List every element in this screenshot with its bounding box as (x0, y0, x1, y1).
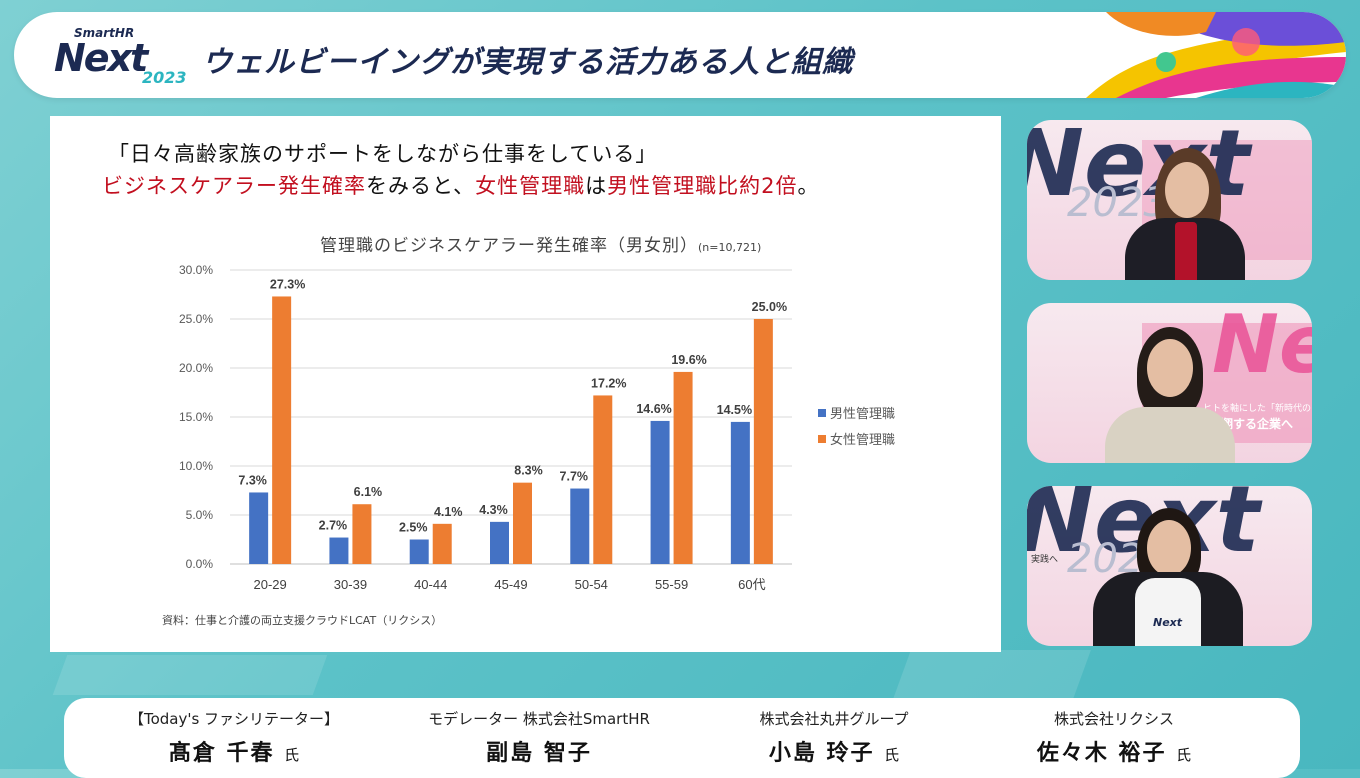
logo-big-text: Next (54, 36, 148, 80)
data-label: 8.3% (514, 464, 543, 478)
speaker-video-3: Next (1093, 506, 1243, 646)
data-label: 2.7% (319, 519, 348, 533)
bar-female (753, 319, 773, 564)
data-label: 25.0% (752, 300, 787, 314)
data-label: 27.3% (270, 277, 305, 291)
headline-red-3: 女性管理職 (475, 174, 586, 198)
bar-male (249, 492, 269, 564)
headline-text-2: をみると、 (366, 174, 476, 198)
speaker-card-4: 株式会社リクシス 佐々木 裕子 氏 (984, 708, 1244, 767)
y-tick-label: 0.0% (186, 557, 214, 571)
data-label: 7.3% (238, 473, 267, 487)
bar-female (673, 371, 693, 564)
bar-male (650, 420, 670, 564)
speaker-name-text: 佐々木 裕子 (1036, 741, 1167, 766)
chart-subtitle: (n=10,721) (698, 241, 762, 254)
x-tick-label: 55-59 (655, 577, 688, 592)
x-tick-label: 60代 (738, 577, 765, 592)
speaker-honorific: 氏 (1176, 746, 1192, 764)
chart-source: 資料：仕事と介護の両立支援クラウドLCAT（リクシス） (162, 614, 443, 627)
x-tick-label: 30-39 (334, 577, 367, 592)
bar-female (513, 482, 532, 564)
speaker-name: 小島 玲子 氏 (704, 735, 964, 767)
bar-male (329, 537, 349, 564)
bar-male (730, 421, 750, 564)
legend-label: 男性管理職 (830, 407, 895, 422)
headline-text-6: 。 (797, 174, 820, 198)
chart-title-text: 管理職のビジネスケアラー発生確率（男女別） (320, 236, 698, 256)
speaker-honorific: 氏 (284, 746, 300, 764)
speaker-name-bar: 【Today's ファシリテーター】 髙倉 千春 氏 モデレーター 株式会社Sm… (64, 698, 1300, 778)
y-tick-label: 20.0% (179, 361, 213, 375)
data-label: 7.7% (560, 470, 589, 484)
bar-chart: 0.0% 5.0% 10.0% 15.0% 20.0% 25.0% 30.0% 7.3% 27.… (179, 263, 895, 592)
chart-title: 管理職のビジネスケアラー発生確率（男女別）(n=10,721) (320, 231, 761, 256)
speaker-name: 佐々木 裕子 氏 (984, 735, 1244, 767)
y-tick-label: 15.0% (179, 410, 213, 424)
tile-bg-logo: Ne (1212, 303, 1312, 391)
logo-small-text: SmartHR (74, 26, 135, 40)
bar-male (409, 539, 429, 564)
headline-red-5: 男性管理職比約2倍 (607, 174, 798, 198)
speaker-name-text: 小島 玲子 (768, 741, 875, 766)
data-label: 17.2% (591, 376, 626, 390)
data-label: 4.3% (479, 503, 508, 517)
x-tick-label: 45-49 (494, 577, 527, 592)
y-tick-label: 30.0% (179, 263, 213, 277)
legend-swatch (818, 409, 826, 417)
tile-caption-1: ヒトを軸にした「新時代の (1203, 404, 1312, 414)
bar-male (490, 521, 509, 564)
bar-female (352, 504, 372, 564)
bar-female (432, 523, 452, 564)
background-shard (52, 655, 328, 695)
smarthr-next-logo: SmartHR Next 2023 (54, 26, 194, 90)
speaker-role: モデレーター 株式会社SmartHR (428, 710, 650, 728)
speaker-card-1: 【Today's ファシリテーター】 髙倉 千春 氏 (104, 708, 364, 767)
slide-headline-line1: 「日々高齢家族のサポートをしながら仕事をしている」 (108, 142, 658, 166)
tile-bg-year: 2023 (1067, 180, 1169, 226)
headline-text-4: は (585, 174, 608, 198)
speaker-role: 株式会社丸井グループ (759, 710, 909, 728)
data-label: 14.6% (636, 402, 671, 416)
page-title: ウェルビーイングが実現する活力ある人と組織 (202, 45, 853, 80)
speaker-role: 株式会社リクシス (1053, 710, 1174, 728)
data-label: 2.5% (399, 521, 428, 535)
data-label: 6.1% (354, 485, 383, 499)
speaker-card-3: 株式会社丸井グループ 小島 玲子 氏 (704, 708, 964, 767)
y-tick-label: 10.0% (179, 459, 213, 473)
legend-swatch (818, 435, 826, 443)
speaker-name-text: 髙倉 千春 (168, 741, 275, 766)
headline-red-1: ビジネスケアラー発生確率 (102, 174, 366, 198)
data-label: 14.5% (717, 403, 752, 417)
bar-male (570, 488, 590, 564)
speaker-card-2: モデレーター 株式会社SmartHR 副島 智子 (394, 708, 684, 767)
video-tile-3: Next 2023 実践へ Next (1027, 486, 1312, 646)
header-bar: SmartHR Next 2023 ウェルビーイングが実現する活力ある人と組織 (14, 12, 1346, 98)
speaker-name: 副島 智子 (394, 735, 684, 767)
legend-label: 女性管理職 (830, 432, 895, 448)
bar-female (593, 395, 613, 564)
video-tile-1: Next 2023 (1027, 120, 1312, 280)
data-label: 4.1% (434, 505, 463, 519)
slide-headline-line2: ビジネスケアラー発生確率をみると、女性管理職は男性管理職比約2倍。 (102, 170, 820, 200)
data-label: 19.6% (671, 353, 706, 367)
logo-year-text: 2023 (142, 68, 187, 87)
tile-caption-1: 実践へ (1031, 555, 1059, 565)
y-tick-label: 5.0% (186, 508, 214, 522)
speaker-video-1 (1117, 140, 1257, 280)
x-tick-label: 20-29 (254, 577, 287, 592)
presentation-slide: 「日々高齢家族のサポートをしながら仕事をしている」 ビジネスケアラー発生確率をみ… (50, 116, 1001, 652)
bar-female (272, 296, 292, 564)
speaker-video-2 (1097, 325, 1247, 463)
colorful-decoration (1086, 12, 1346, 98)
speaker-honorific: 氏 (884, 746, 900, 764)
speaker-name-text: 副島 智子 (486, 741, 592, 766)
speaker-name: 髙倉 千春 氏 (104, 735, 364, 767)
y-tick-label: 25.0% (179, 312, 213, 326)
shirt-logo: Next (1153, 616, 1183, 629)
video-tile-2: Ne ヒトを軸にした「新時代の 飛翔する企業へ (1027, 303, 1312, 463)
x-tick-label: 50-54 (575, 577, 608, 592)
speaker-role: 【Today's ファシリテーター】 (128, 710, 340, 728)
x-tick-label: 40-44 (414, 577, 447, 592)
